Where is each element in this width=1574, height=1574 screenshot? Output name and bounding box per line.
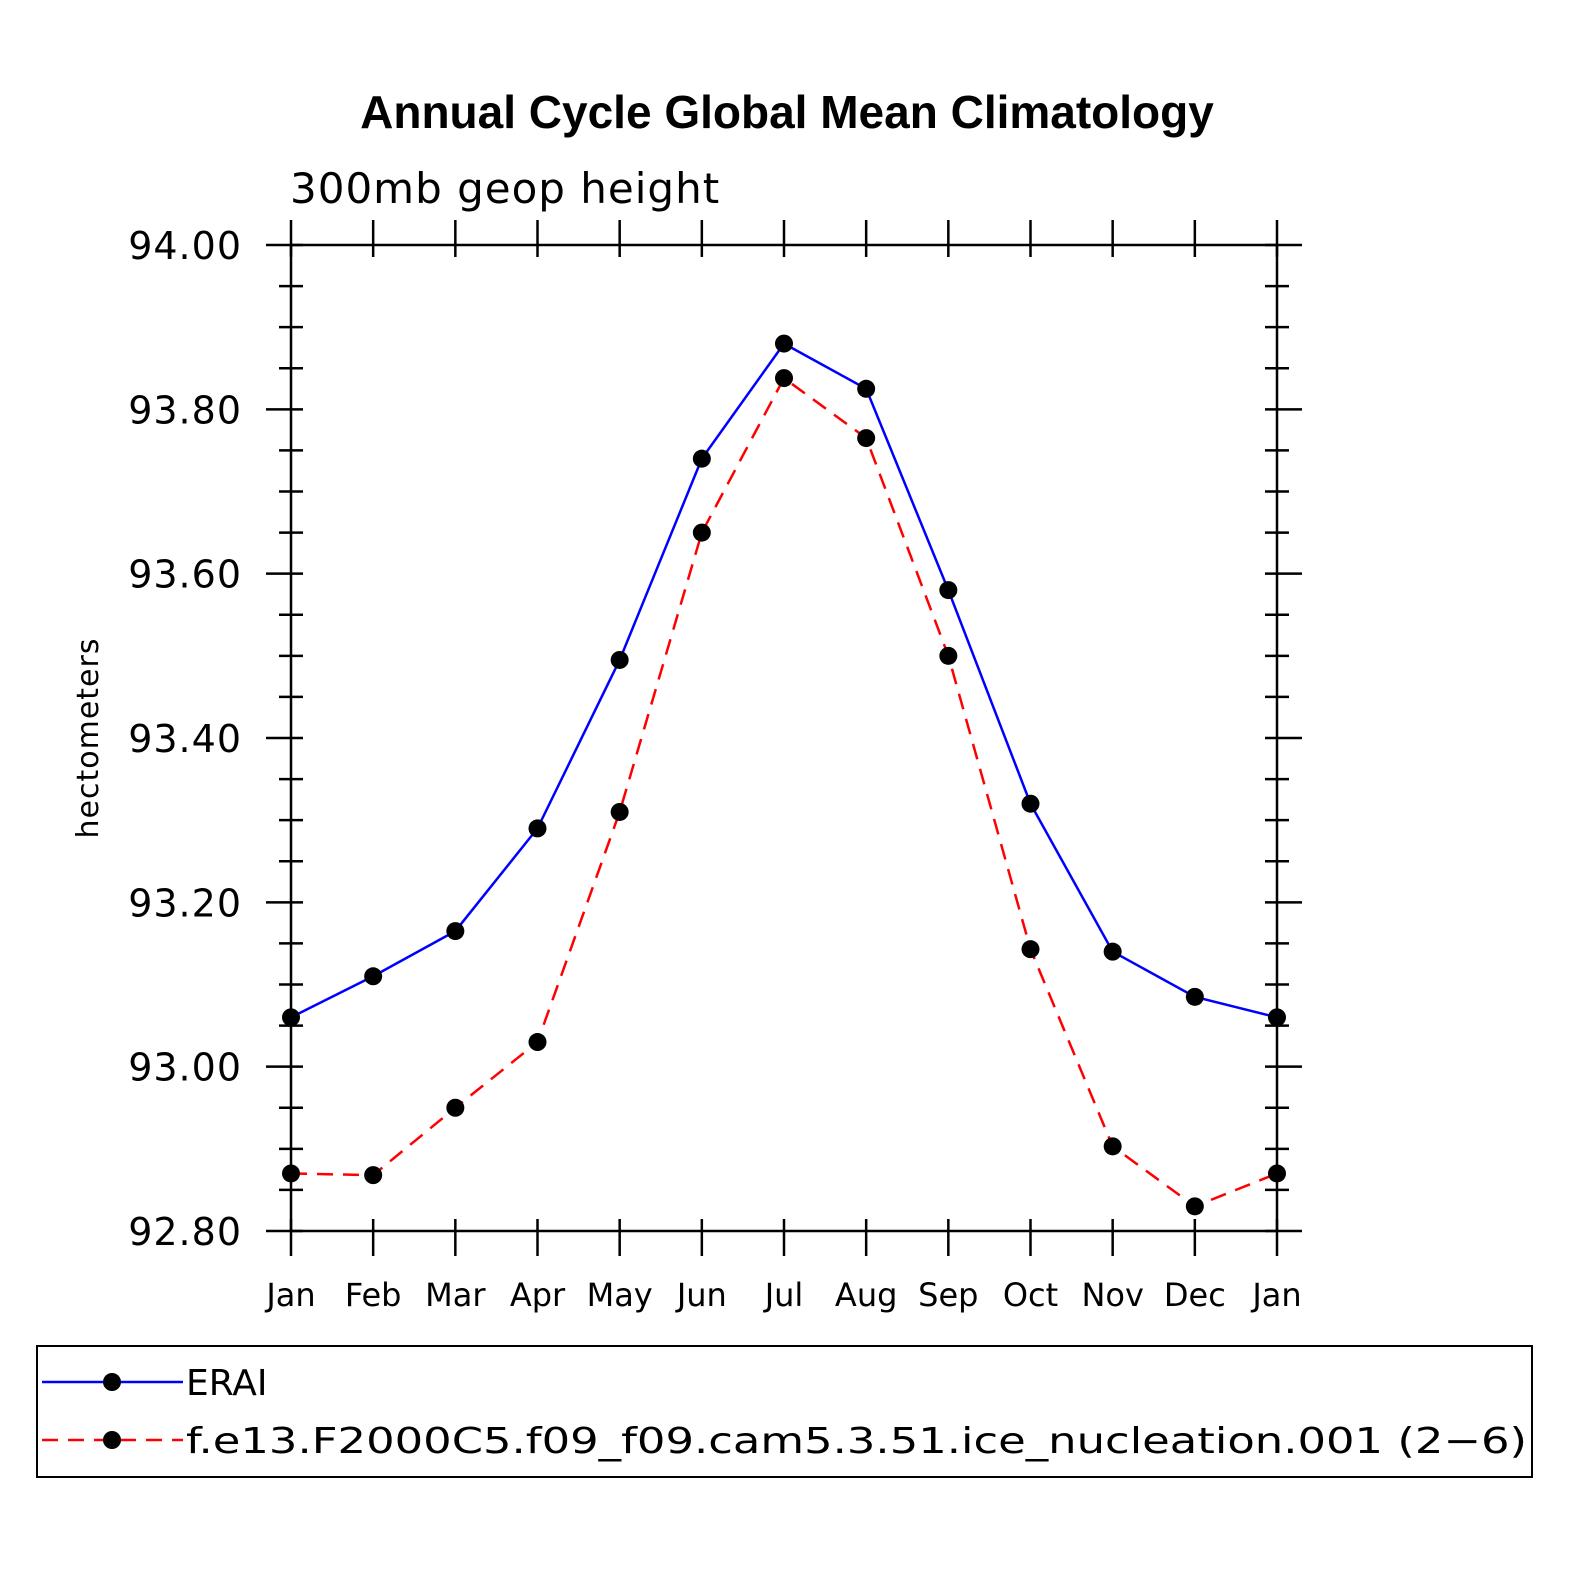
y-tick-label: 93.00 <box>128 1046 242 1090</box>
data-point-series-1 <box>528 1033 547 1052</box>
x-tick-label: Dec <box>1164 1276 1226 1314</box>
y-tick-label: 94.00 <box>128 224 242 268</box>
data-point-series-0 <box>857 379 876 398</box>
legend-marker-erai <box>103 1373 121 1391</box>
data-point-series-1 <box>364 1166 383 1185</box>
x-tick-label: Jan <box>1250 1276 1301 1314</box>
data-point-series-1 <box>1103 1137 1122 1156</box>
data-point-series-0 <box>1268 1008 1286 1027</box>
y-tick-label: 92.80 <box>128 1210 242 1254</box>
data-point-series-0 <box>282 1008 300 1027</box>
x-tick-label: Aug <box>835 1276 897 1314</box>
data-point-series-0 <box>1103 942 1122 961</box>
legend-label-erai: ERAI <box>186 1363 268 1404</box>
y-tick-label: 93.20 <box>128 881 242 925</box>
chart-subtitle: 300mb geop height <box>290 164 720 213</box>
x-tick-label: Feb <box>345 1276 402 1314</box>
data-point-series-1 <box>939 646 958 665</box>
x-tick-label: Apr <box>510 1276 566 1314</box>
series-line-1 <box>290 376 1278 1208</box>
chart-title: Annual Cycle Global Mean Climatology <box>360 86 1214 138</box>
x-tick-label: Oct <box>1003 1276 1058 1314</box>
data-point-series-1 <box>282 1164 300 1183</box>
y-axis-label: hectometers <box>71 638 106 839</box>
y-tick-labels: 92.80 93.00 93.20 93.40 93.60 93.80 94.00 <box>128 224 242 1254</box>
data-point-series-1 <box>775 369 793 388</box>
legend-label-model: f.e13.F2000C5.f09_f09.cam5.3.51.ice_nucl… <box>186 1421 1527 1462</box>
data-point-series-0 <box>1185 987 1204 1006</box>
y-tick-label: 93.40 <box>128 717 242 761</box>
data-point-series-1 <box>692 523 711 542</box>
data-point-series-1 <box>857 429 876 448</box>
data-point-series-0 <box>939 581 958 600</box>
data-point-series-0 <box>1021 794 1040 813</box>
plot-frame <box>289 243 1279 1233</box>
data-point-series-1 <box>1185 1197 1204 1216</box>
data-point-series-0 <box>528 819 547 838</box>
legend-marker-model <box>103 1431 121 1449</box>
legend: ERAI f.e13.F2000C5.f09_f09.cam5.3.51.ice… <box>36 1345 1533 1478</box>
x-tick-label: Mar <box>425 1276 486 1314</box>
data-point-series-1 <box>610 802 629 821</box>
y-tick-label: 93.60 <box>128 553 242 597</box>
x-tick-label: Jun <box>675 1276 727 1314</box>
data-point-series-1 <box>1021 940 1040 959</box>
x-tick-labels: Jan Feb Mar Apr May Jun Jul Aug Sep Oct Nov Dec Jan <box>264 1276 1301 1314</box>
data-point-series-0 <box>610 650 629 669</box>
x-tick-label: Sep <box>918 1276 978 1314</box>
series <box>282 334 1286 1216</box>
y-tick-label: 93.80 <box>128 388 242 432</box>
data-point-series-0 <box>446 922 465 941</box>
data-point-series-1 <box>446 1098 465 1117</box>
x-tick-label: Nov <box>1081 1276 1143 1314</box>
data-point-series-0 <box>775 334 793 353</box>
data-point-series-1 <box>1268 1164 1286 1183</box>
data-point-series-0 <box>364 967 383 986</box>
data-point-series-0 <box>692 449 711 468</box>
x-tick-label: Jul <box>763 1276 804 1314</box>
legend-box <box>36 1345 1533 1478</box>
x-tick-label: Jan <box>264 1276 315 1314</box>
series-line-0 <box>290 341 1278 1019</box>
x-tick-label: May <box>587 1276 653 1314</box>
